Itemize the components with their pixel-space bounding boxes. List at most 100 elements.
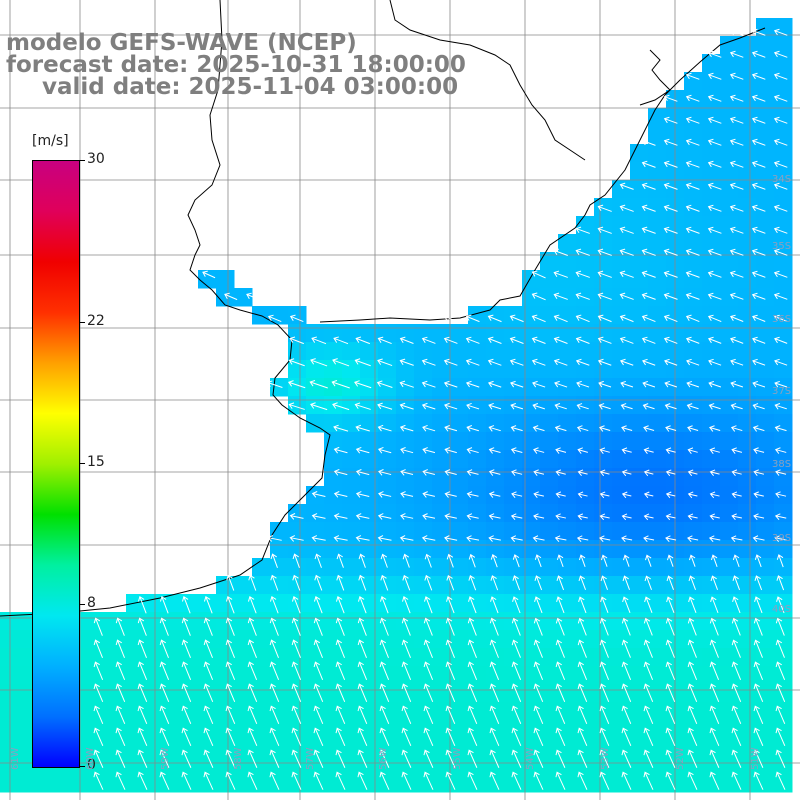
wind-speed-cell xyxy=(324,432,343,451)
wind-arrow xyxy=(753,617,763,636)
wind-speed-cell xyxy=(576,702,595,721)
wind-arrow xyxy=(533,771,544,790)
wind-speed-cell xyxy=(774,684,793,703)
wind-speed-cell xyxy=(630,288,649,307)
wind-speed-cell xyxy=(756,90,775,109)
wind-speed-cell xyxy=(468,702,487,721)
wind-speed-cell xyxy=(324,684,343,703)
wind-speed-cell xyxy=(738,36,757,55)
wind-speed-cell xyxy=(288,630,307,649)
wind-arrow xyxy=(577,771,588,790)
wind-arrow xyxy=(688,575,697,590)
wind-speed-cell xyxy=(468,396,487,415)
wind-speed-cell xyxy=(702,90,721,109)
wind-speed-cell xyxy=(324,648,343,667)
wind-arrow xyxy=(269,705,280,724)
wind-arrow xyxy=(554,535,567,542)
wind-arrow xyxy=(555,469,566,476)
wind-speed-cell xyxy=(18,648,37,667)
wind-arrow xyxy=(707,204,722,212)
wind-arrow xyxy=(269,595,279,614)
wind-speed-cell xyxy=(198,648,217,667)
wind-speed-cell xyxy=(612,738,631,757)
wind-speed-cell xyxy=(576,648,595,667)
wind-arrow xyxy=(599,513,610,521)
lat-label: 34S xyxy=(772,174,791,185)
wind-arrow xyxy=(554,380,568,388)
wind-arrow xyxy=(402,574,411,591)
wind-speed-cell xyxy=(252,306,271,325)
wind-speed-cell xyxy=(756,666,775,685)
wind-speed-cell xyxy=(324,558,343,577)
wind-arrow xyxy=(115,639,125,658)
wind-speed-cell xyxy=(612,504,631,523)
wind-arrow xyxy=(774,336,788,344)
wind-speed-cell xyxy=(756,36,775,55)
wind-speed-cell xyxy=(342,432,361,451)
wind-speed-cell xyxy=(720,180,739,199)
wind-speed-cell xyxy=(684,666,703,685)
wind-speed-cell xyxy=(522,432,541,451)
wind-speed-cell xyxy=(396,360,415,379)
wind-speed-cell xyxy=(414,450,433,469)
wind-speed-cell xyxy=(612,468,631,487)
wind-arrow xyxy=(335,705,346,724)
wind-speed-cell xyxy=(288,378,307,397)
wind-arrow xyxy=(532,380,546,388)
wind-arrow xyxy=(663,314,678,323)
wind-arrow xyxy=(159,595,169,614)
wind-speed-cell xyxy=(180,720,199,739)
wind-speed-cell xyxy=(504,522,523,541)
wind-arrow xyxy=(247,595,257,614)
wind-speed-cell xyxy=(486,540,505,559)
wind-speed-cell xyxy=(432,684,451,703)
wind-arrow xyxy=(468,575,477,591)
wind-speed-cell xyxy=(576,504,595,523)
colorbar-tick-label: 15 xyxy=(87,454,105,470)
wind-speed-cell xyxy=(540,612,559,631)
wind-speed-cell xyxy=(486,522,505,541)
wind-speed-cell xyxy=(720,486,739,505)
wind-arrow xyxy=(729,204,744,212)
wind-speed-cell xyxy=(720,324,739,343)
wind-arrow xyxy=(553,336,568,344)
wind-speed-cell xyxy=(90,702,109,721)
wind-speed-cell xyxy=(558,612,577,631)
wind-speed-cell xyxy=(594,216,613,235)
wind-speed-cell xyxy=(738,504,757,523)
wind-speed-cell xyxy=(270,630,289,649)
wind-arrow xyxy=(401,661,412,681)
wind-arrow xyxy=(619,270,634,278)
wind-arrow xyxy=(424,553,432,568)
wind-speed-cell xyxy=(648,360,667,379)
wind-speed-cell xyxy=(630,270,649,289)
wind-speed-cell xyxy=(738,288,757,307)
wind-arrow xyxy=(313,595,323,614)
wind-arrow xyxy=(773,226,788,234)
wind-speed-cell xyxy=(558,360,577,379)
wind-speed-cell xyxy=(468,720,487,739)
wind-arrow xyxy=(555,727,566,746)
wind-speed-cell xyxy=(450,576,469,595)
wind-speed-cell xyxy=(468,342,487,361)
wind-arrow xyxy=(710,575,719,591)
wind-speed-cell xyxy=(540,702,559,721)
wind-speed-cell xyxy=(450,594,469,613)
wind-speed-cell xyxy=(648,504,667,523)
wind-arrow xyxy=(533,617,543,636)
wind-speed-cell xyxy=(432,558,451,577)
wind-speed-cell xyxy=(504,450,523,469)
wind-arrow xyxy=(707,182,722,190)
wind-speed-cell xyxy=(720,594,739,613)
lon-label: 52W xyxy=(675,747,686,770)
wind-speed-cell xyxy=(0,630,19,649)
wind-speed-cell xyxy=(216,630,235,649)
wind-speed-cell xyxy=(270,684,289,703)
wind-arrow xyxy=(511,683,522,702)
wind-arrow xyxy=(444,469,457,476)
wind-arrow xyxy=(555,617,565,636)
wind-arrow xyxy=(600,575,609,590)
wind-speed-cell xyxy=(504,666,523,685)
wind-speed-cell xyxy=(684,720,703,739)
wind-speed-cell xyxy=(450,558,469,577)
